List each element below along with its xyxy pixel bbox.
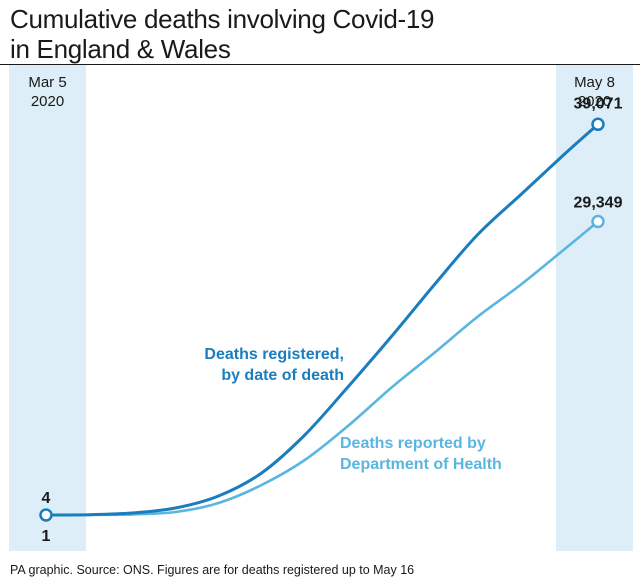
title-line-1: Cumulative deaths involving Covid-19 (10, 4, 435, 34)
series-label-reported-line-1: Deaths reported by (340, 435, 486, 452)
series-line-registered (44, 122, 600, 517)
series-line-reported (44, 220, 600, 517)
series-label-registered-line-2: by date of death (221, 367, 344, 384)
end-date-label: May 8 2020 (556, 73, 633, 111)
start-date-line-2: 2020 (30, 93, 65, 110)
end-date-line-2: 2020 (577, 93, 612, 110)
start-marker (39, 508, 53, 522)
end-marker-registered (591, 117, 605, 132)
title-line-2: in England & Wales (10, 34, 231, 64)
end-marker-reported (591, 214, 605, 229)
end-value-label-registered: 39,071 (574, 95, 623, 112)
start-value-label-registered: 4 (42, 490, 51, 507)
title-rule (0, 64, 640, 65)
start-value-label-reported: 1 (42, 528, 51, 545)
end-value-label-reported: 29,349 (574, 195, 623, 212)
series-label-reported-line-2: Department of Health (340, 456, 502, 473)
start-date-band: Mar 5 2020 (9, 65, 86, 551)
start-date-label: Mar 5 2020 (9, 73, 86, 111)
chart-title: Cumulative deaths involving Covid-19 in … (10, 4, 630, 64)
source-footnote: PA graphic. Source: ONS. Figures are for… (10, 563, 415, 577)
series-label-registered-line-1: Deaths registered, (204, 346, 344, 363)
start-date-line-1: Mar 5 (28, 74, 67, 91)
end-date-band: May 8 2020 (556, 65, 633, 551)
end-date-line-1: May 8 (574, 74, 615, 91)
